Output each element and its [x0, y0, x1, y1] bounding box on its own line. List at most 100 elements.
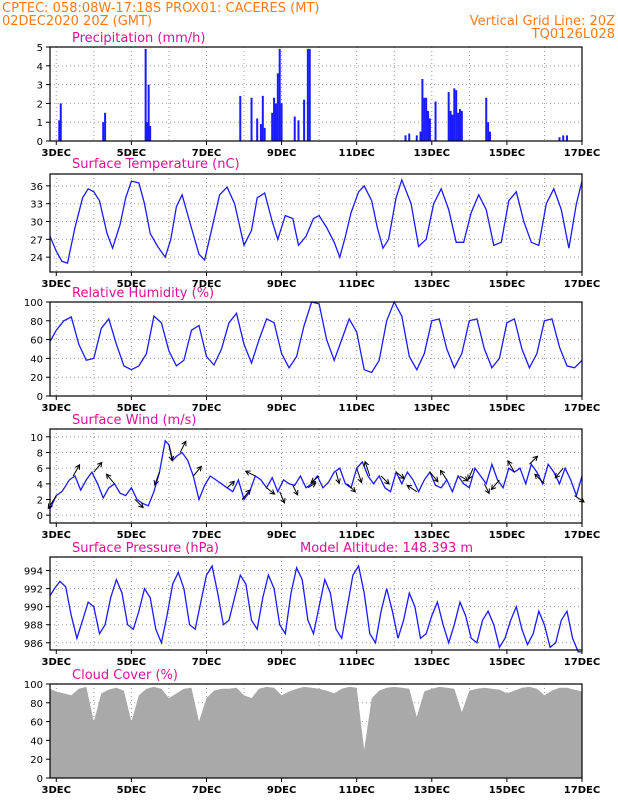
wind-arrow — [72, 464, 81, 477]
wind-arrow — [307, 482, 317, 489]
xtick-label: 11DEC — [338, 148, 374, 159]
xtick-label: 3DEC — [42, 657, 71, 668]
wind-arrow — [467, 467, 474, 480]
cloud-frame — [49, 683, 583, 779]
ytick-label: 100 — [24, 680, 43, 691]
ytick-label: 992 — [24, 585, 43, 596]
xtick-label: 11DEC — [338, 657, 374, 668]
precip-panel: 0 1 2 3 4 5 3DEC 5DEC 7DEC 9DEC 11DEC 13DEC 15DEC 17D… — [37, 43, 601, 159]
ytick-label: 33 — [30, 200, 43, 211]
precip-bar — [271, 112, 274, 141]
wind-arrow-head — [229, 480, 236, 487]
precip-bar — [419, 131, 422, 141]
xtick-label: 13DEC — [414, 279, 450, 290]
wind-arrow-head — [245, 489, 251, 495]
wind-arrow-head — [439, 469, 446, 476]
xtick-label: 15DEC — [489, 403, 525, 414]
precip-bar — [415, 135, 418, 141]
precip-bar — [460, 110, 463, 141]
wind-arrow — [179, 441, 187, 453]
xtick-label: 13DEC — [414, 785, 450, 796]
precip-bar — [273, 97, 276, 141]
precip-title: Precipitation (mm/h) — [72, 31, 205, 46]
precip-bar — [297, 120, 300, 141]
ytick-label: 30 — [30, 218, 43, 229]
xtick-label: 15DEC — [489, 279, 525, 290]
cloud-title: Cloud Cover (%) — [72, 668, 178, 683]
ytick-label: 8 — [37, 449, 43, 460]
precip-bar — [280, 103, 283, 141]
wind-arrow-head — [335, 478, 341, 485]
ytick-label: 24 — [30, 253, 43, 264]
precip-bar — [455, 90, 458, 141]
wind-arrow-head — [310, 482, 317, 488]
wind-arrow — [226, 480, 235, 489]
wind-arrow-head — [153, 479, 159, 486]
precip-bar — [263, 127, 266, 141]
panels: 0 1 2 3 4 5 3DEC 5DEC 7DEC 9DEC 11DEC 13DEC 15DEC 17D… — [24, 43, 600, 796]
wind-arrow-head — [462, 476, 469, 482]
wind-arrow — [168, 444, 173, 461]
rh-panel: 0 20 40 60 80 100 3DEC 5DEC 7DEC 9DEC 11DEC 13DEC 15… — [24, 298, 600, 414]
xtick-label: 5DEC — [117, 785, 146, 796]
wind-arrow-head — [96, 461, 103, 468]
wind-arrow — [364, 461, 371, 477]
wind-arrow-head — [433, 476, 439, 483]
wind-arrow-head — [399, 473, 405, 480]
xtick-label: 17DEC — [564, 657, 600, 668]
wind-arrow — [266, 487, 275, 495]
ytick-label: 6 — [37, 464, 43, 475]
wind-arrow-head — [181, 440, 187, 447]
ytick-label: 60 — [30, 336, 43, 347]
wind-arrow — [406, 484, 418, 493]
wind-arrow-head — [490, 484, 497, 491]
wind-arrow — [356, 468, 362, 483]
wind-arrow-head — [507, 459, 513, 466]
xtick-label: 13DEC — [414, 148, 450, 159]
precip-bar — [256, 118, 259, 141]
xtick-label: 5DEC — [117, 279, 146, 290]
ytick-label: 0 — [37, 392, 43, 403]
precip-bar — [274, 103, 277, 141]
precip-bar — [447, 92, 450, 141]
wind-arrow-head — [534, 473, 540, 480]
precip-bar — [453, 88, 456, 141]
xtick-label: 17DEC — [564, 403, 600, 414]
xtick-label: 11DEC — [338, 403, 374, 414]
precip-bar — [423, 97, 426, 141]
ytick-label: 80 — [30, 699, 43, 710]
wind-arrow — [507, 460, 515, 473]
rh-title: Relative Humidity (%) — [72, 286, 214, 301]
precip-bar — [104, 112, 107, 141]
press-panel: 986 988 990 992 994 3DEC 5DEC 7DEC 9DEC 11DEC 13DE… — [24, 556, 600, 668]
temp-line — [49, 177, 583, 264]
xtick-label: 15DEC — [489, 148, 525, 159]
ytick-label: 2 — [37, 99, 43, 110]
header-model: TQ0126L028 — [531, 27, 615, 42]
wind-arrow — [439, 470, 448, 481]
wind-arrow — [310, 475, 320, 483]
wind-arrow-head — [280, 497, 286, 504]
precip-bar — [59, 103, 62, 141]
precip-bar — [293, 116, 296, 141]
ytick-label: 988 — [24, 621, 43, 632]
ytick-label: 0 — [37, 774, 43, 785]
precip-bar — [276, 73, 279, 141]
wind-arrow — [380, 475, 390, 485]
wind-arrow — [534, 473, 545, 485]
pressure-title: Surface Pressure (hPa) — [72, 541, 219, 556]
ytick-label: 80 — [30, 317, 43, 328]
wind-arrow — [491, 479, 500, 490]
precip-bar — [451, 114, 454, 141]
xtick-label: 7DEC — [192, 279, 221, 290]
press-frame — [49, 556, 583, 651]
wind-arrow-head — [467, 474, 473, 481]
precip-bar — [239, 95, 242, 141]
xtick-label: 15DEC — [489, 785, 525, 796]
wind-arrow — [192, 466, 202, 477]
xtick-label: 17DEC — [564, 148, 600, 159]
wind-arrow — [292, 485, 299, 496]
xtick-label: 9DEC — [267, 785, 296, 796]
xtick-label: 15DEC — [489, 657, 525, 668]
cloud-panel: 0 20 40 60 80 100 3DEC 5DEC 7DEC 9DEC 11DEC 13DEC 15… — [24, 680, 600, 796]
